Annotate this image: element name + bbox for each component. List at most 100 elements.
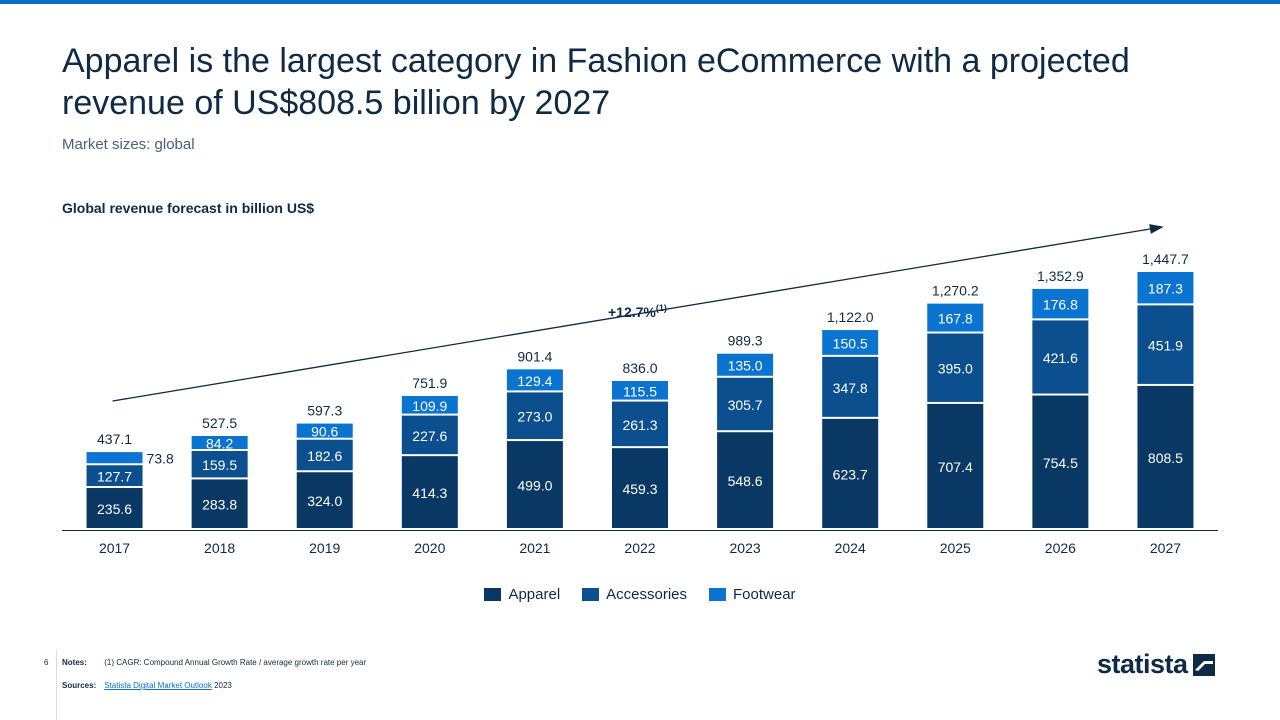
top-accent-bar: [0, 0, 1280, 4]
value-label-footwear-2025: 167.8: [938, 311, 973, 327]
chart-legend: Apparel Accessories Footwear: [0, 586, 1280, 603]
legend-label-footwear: Footwear: [733, 586, 796, 603]
value-label-accessories-2018: 159.5: [202, 457, 237, 473]
x-tick-label-2027: 2027: [1150, 540, 1181, 556]
legend-swatch-accessories: [582, 588, 600, 601]
sources-label: Sources:: [62, 681, 97, 690]
legend-label-accessories: Accessories: [606, 586, 688, 603]
value-label-footwear-2017: 73.8: [147, 451, 174, 467]
value-label-apparel-2019: 324.0: [307, 493, 342, 509]
sources-link[interactable]: Statista Digital Market Outlook: [104, 681, 212, 690]
value-label-apparel-2020: 414.3: [412, 485, 447, 501]
value-label-footwear-2021: 129.4: [517, 373, 552, 389]
value-label-footwear-2027: 187.3: [1148, 281, 1183, 297]
value-label-apparel-2022: 459.3: [622, 481, 657, 497]
bar-apparel-2018: [191, 479, 248, 528]
bar-footwear-2018: [191, 435, 248, 449]
value-label-accessories-2021: 273.0: [517, 409, 552, 425]
sources-year: 2023: [214, 681, 232, 690]
value-label-accessories-2027: 451.9: [1148, 338, 1183, 354]
legend-item-footwear[interactable]: Footwear: [709, 586, 796, 603]
value-label-accessories-2025: 395.0: [938, 361, 973, 377]
bar-apparel-2026: [1032, 395, 1089, 528]
value-label-apparel-2018: 283.8: [202, 497, 237, 513]
value-label-accessories-2023: 305.7: [728, 397, 763, 413]
value-label-apparel-2017: 235.6: [97, 501, 132, 517]
trend-arrow-head: [1149, 224, 1164, 234]
stacked-bar-chart: 235.6 127.7 73.8 437.1 2017 283.8 159.5 84.2 527…: [62, 224, 1218, 556]
total-label-2024: 1,122.0: [827, 309, 874, 325]
total-label-2026: 1,352.9: [1037, 268, 1084, 284]
value-label-apparel-2027: 808.5: [1148, 450, 1183, 466]
legend-item-accessories[interactable]: Accessories: [582, 586, 687, 603]
x-tick-label-2026: 2026: [1045, 540, 1076, 556]
bar-apparel-2022: [612, 448, 668, 528]
total-label-2023: 989.3: [728, 333, 763, 349]
value-label-apparel-2025: 707.4: [938, 459, 973, 475]
page-title: Apparel is the largest category in Fashi…: [62, 42, 1130, 122]
bar-footwear-2025: [927, 303, 984, 332]
bar-footwear-2017: [86, 452, 143, 464]
bar-apparel-2019: [296, 472, 353, 528]
x-tick-label-2017: 2017: [99, 540, 130, 556]
bar-apparel-2025: [927, 403, 984, 528]
value-label-accessories-2026: 421.6: [1043, 350, 1078, 366]
logo-text: statista: [1097, 649, 1188, 679]
page-subtitle: Market sizes: global: [62, 136, 195, 153]
value-label-footwear-2020: 109.9: [412, 398, 447, 414]
cagr-annotation: +12.7%(1): [608, 303, 667, 320]
value-label-footwear-2026: 176.8: [1043, 297, 1078, 313]
bar-apparel-2024: [822, 418, 879, 528]
value-label-apparel-2026: 754.5: [1043, 455, 1078, 471]
bar-footwear-2021: [506, 369, 563, 391]
value-label-footwear-2024: 150.5: [833, 335, 868, 351]
legend-swatch-footwear: [709, 588, 727, 601]
bar-footwear-2020: [401, 396, 458, 414]
bar-accessories-2020: [401, 415, 458, 455]
bar-apparel-2023: [717, 432, 774, 528]
legend-item-apparel[interactable]: Apparel: [484, 586, 560, 603]
total-label-2022: 836.0: [622, 360, 657, 376]
trend-arrow-line: [112, 228, 1151, 402]
x-tick-label-2020: 2020: [414, 540, 445, 556]
bar-accessories-2027: [1137, 305, 1194, 384]
value-label-apparel-2021: 499.0: [517, 478, 552, 494]
value-label-accessories-2019: 182.6: [307, 448, 342, 464]
value-label-footwear-2022: 115.5: [623, 383, 657, 399]
bar-accessories-2017: [86, 465, 143, 487]
x-tick-label-2022: 2022: [624, 540, 655, 556]
value-label-apparel-2024: 623.7: [833, 466, 868, 482]
total-label-2027: 1,447.7: [1142, 251, 1189, 267]
value-label-accessories-2017: 127.7: [97, 469, 132, 485]
bar-accessories-2024: [822, 356, 879, 417]
statista-logo[interactable]: statista: [1097, 649, 1215, 680]
value-label-footwear-2018: 84.2: [206, 435, 233, 451]
total-label-2018: 527.5: [202, 415, 237, 431]
bar-footwear-2027: [1137, 272, 1194, 304]
bar-apparel-2020: [401, 456, 458, 528]
bar-footwear-2026: [1032, 288, 1089, 319]
bar-accessories-2018: [191, 450, 248, 478]
x-tick-label-2025: 2025: [940, 540, 971, 556]
value-label-accessories-2024: 347.8: [833, 380, 868, 396]
bar-apparel-2021: [506, 441, 563, 528]
x-tick-label-2019: 2019: [309, 540, 340, 556]
total-label-2017: 437.1: [97, 431, 132, 447]
bar-accessories-2025: [927, 333, 984, 402]
page-number: 6: [44, 658, 49, 667]
notes-label: Notes:: [62, 658, 87, 667]
bar-accessories-2022: [612, 401, 668, 447]
total-label-2020: 751.9: [412, 375, 447, 391]
cagr-footnote-marker: (1): [656, 303, 667, 313]
chart-title: Global revenue forecast in billion US$: [62, 200, 315, 216]
total-label-2019: 597.3: [307, 403, 342, 419]
x-tick-label-2021: 2021: [519, 540, 550, 556]
bar-footwear-2022: [612, 380, 668, 400]
footer-sources: Sources: Statista Digital Market Outlook…: [62, 681, 232, 690]
bar-footwear-2023: [717, 353, 774, 376]
x-tick-label-2018: 2018: [204, 540, 235, 556]
bar-accessories-2021: [506, 392, 563, 440]
total-label-2021: 901.4: [517, 348, 552, 364]
bar-accessories-2026: [1032, 320, 1089, 394]
value-label-accessories-2022: 261.3: [622, 417, 657, 433]
